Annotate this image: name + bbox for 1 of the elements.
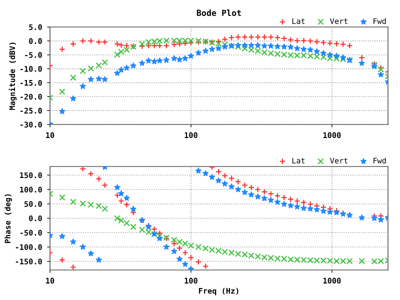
chart-title: Bode Plot xyxy=(196,10,241,16)
